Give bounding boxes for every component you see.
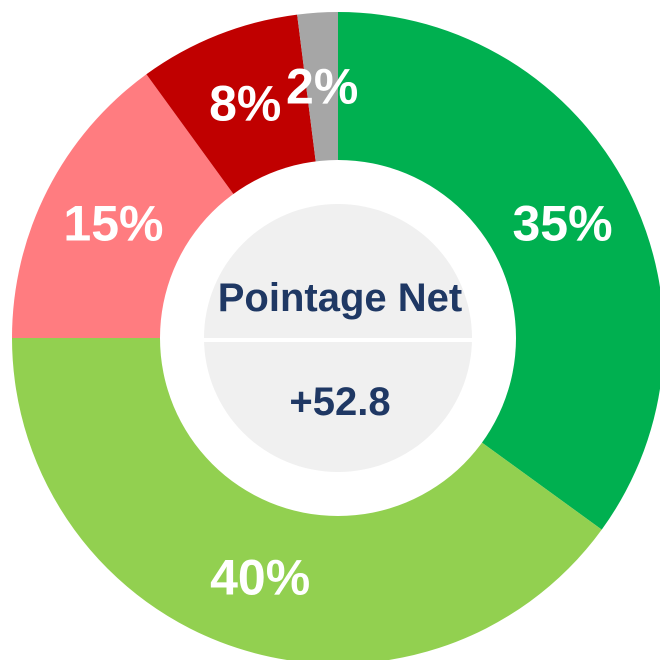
labels: 35% 40% 15% 8% 2% <box>63 58 612 605</box>
value-label: 8% <box>209 76 281 132</box>
value-label: 35% <box>512 196 612 252</box>
value-label: 15% <box>63 196 163 252</box>
center-title: Pointage Net <box>218 276 462 320</box>
value-label: 40% <box>210 550 310 606</box>
center-value: +52.8 <box>289 380 390 424</box>
value-label: 2% <box>286 58 358 114</box>
